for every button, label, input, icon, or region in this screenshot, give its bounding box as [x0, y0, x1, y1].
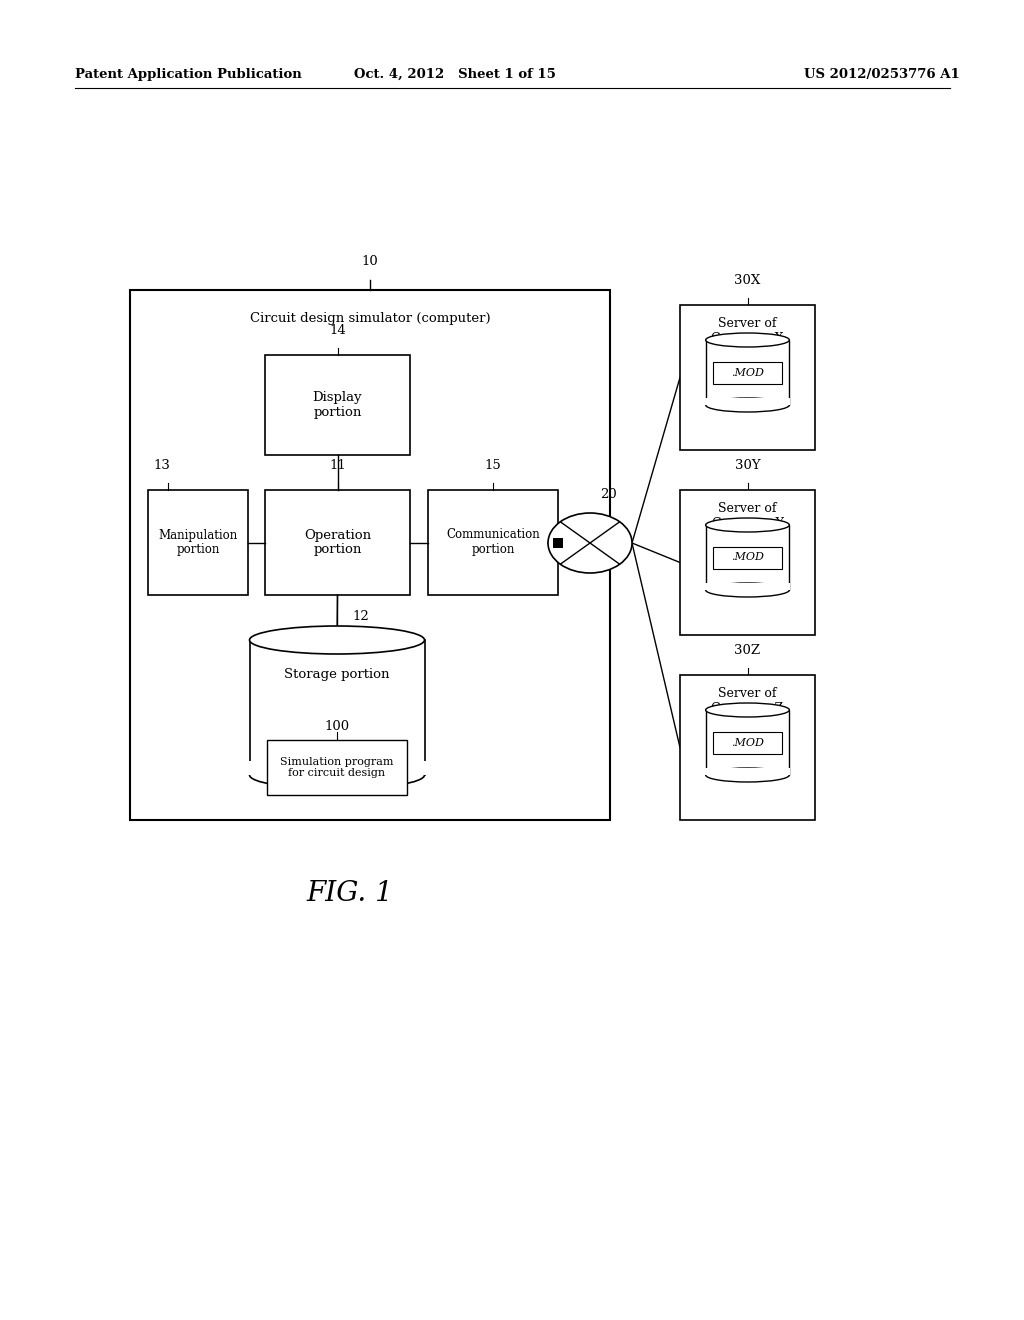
- Text: FIG. 1: FIG. 1: [306, 880, 393, 907]
- Text: US 2012/0253776 A1: US 2012/0253776 A1: [804, 69, 961, 81]
- Bar: [705, 583, 791, 590]
- Bar: [706, 525, 790, 590]
- Bar: [713, 362, 781, 384]
- Text: Communication
portion: Communication portion: [446, 528, 540, 557]
- Ellipse shape: [548, 513, 632, 573]
- Bar: [428, 490, 558, 595]
- Ellipse shape: [250, 762, 425, 789]
- Bar: [265, 490, 410, 595]
- Ellipse shape: [706, 517, 790, 532]
- Bar: [148, 490, 248, 595]
- Bar: [680, 490, 815, 635]
- Text: Server of
Company X: Server of Company X: [712, 317, 783, 345]
- Text: 15: 15: [484, 459, 502, 473]
- Text: Patent Application Publication: Patent Application Publication: [75, 69, 302, 81]
- Bar: [680, 305, 815, 450]
- Bar: [713, 731, 781, 754]
- Bar: [705, 768, 791, 775]
- Bar: [680, 675, 815, 820]
- Bar: [267, 741, 407, 795]
- Text: .MOD: .MOD: [731, 738, 764, 747]
- Text: 13: 13: [153, 459, 170, 473]
- Text: .MOD: .MOD: [731, 553, 764, 562]
- Text: Oct. 4, 2012   Sheet 1 of 15: Oct. 4, 2012 Sheet 1 of 15: [354, 69, 556, 81]
- Text: Operation
portion: Operation portion: [304, 528, 371, 557]
- Text: 12: 12: [352, 610, 369, 623]
- Text: Simulation program
for circuit design: Simulation program for circuit design: [281, 756, 394, 779]
- Bar: [553, 537, 563, 548]
- Text: Server of
Company Y: Server of Company Y: [712, 502, 783, 531]
- Ellipse shape: [706, 768, 790, 781]
- Text: 30X: 30X: [734, 275, 761, 286]
- Text: Storage portion: Storage portion: [285, 668, 390, 681]
- Ellipse shape: [250, 626, 425, 653]
- Ellipse shape: [706, 583, 790, 597]
- Bar: [130, 290, 610, 820]
- Text: Server of
Company Z: Server of Company Z: [712, 686, 783, 715]
- Ellipse shape: [706, 333, 790, 347]
- Bar: [248, 762, 427, 775]
- Text: 10: 10: [361, 255, 379, 268]
- Text: .MOD: .MOD: [731, 367, 764, 378]
- Bar: [706, 341, 790, 405]
- Bar: [713, 546, 781, 569]
- Text: 100: 100: [325, 719, 349, 733]
- Ellipse shape: [706, 399, 790, 412]
- Bar: [705, 399, 791, 405]
- Text: Manipulation
portion: Manipulation portion: [159, 528, 238, 557]
- Text: 30Z: 30Z: [734, 644, 761, 657]
- Bar: [706, 710, 790, 775]
- Text: 11: 11: [329, 459, 346, 473]
- Text: 20: 20: [600, 488, 616, 502]
- Bar: [265, 355, 410, 455]
- Text: Display
portion: Display portion: [312, 391, 362, 418]
- Text: 30Y: 30Y: [734, 459, 760, 473]
- Ellipse shape: [706, 704, 790, 717]
- Text: 14: 14: [329, 323, 346, 337]
- Bar: [250, 640, 425, 775]
- Text: Circuit design simulator (computer): Circuit design simulator (computer): [250, 312, 490, 325]
